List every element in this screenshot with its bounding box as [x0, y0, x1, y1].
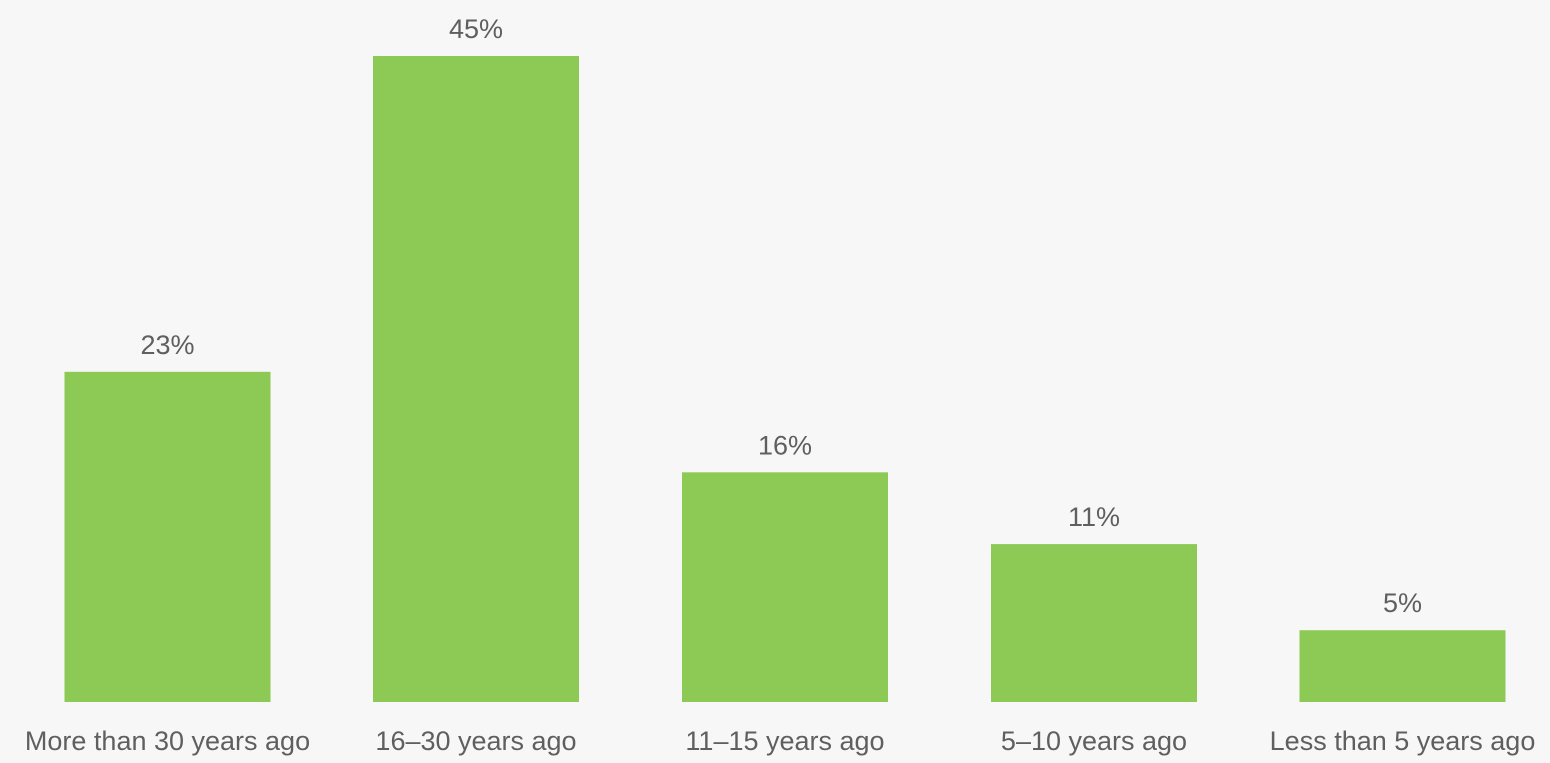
data-label-0: 23%	[140, 330, 194, 360]
category-labels-layer: More than 30 years ago 16–30 years ago 11–…	[25, 726, 1535, 756]
bar-3	[991, 544, 1197, 702]
category-label-0: More than 30 years ago	[25, 726, 310, 756]
category-label-1: 16–30 years ago	[375, 726, 576, 756]
bar-1	[373, 56, 579, 702]
value-labels-layer: 23% 45% 16% 11% 5%	[140, 14, 1422, 618]
data-label-3: 11%	[1068, 502, 1120, 532]
bars-layer	[64, 56, 1506, 702]
bar-4	[1299, 630, 1506, 702]
data-label-1: 45%	[449, 14, 503, 44]
bar-0	[64, 371, 271, 702]
data-label-2: 16%	[758, 430, 812, 460]
bar-2	[682, 472, 888, 702]
category-label-3: 5–10 years ago	[1001, 726, 1187, 756]
category-label-2: 11–15 years ago	[685, 726, 884, 756]
data-label-4: 5%	[1383, 588, 1422, 618]
category-label-4: Less than 5 years ago	[1270, 726, 1536, 756]
